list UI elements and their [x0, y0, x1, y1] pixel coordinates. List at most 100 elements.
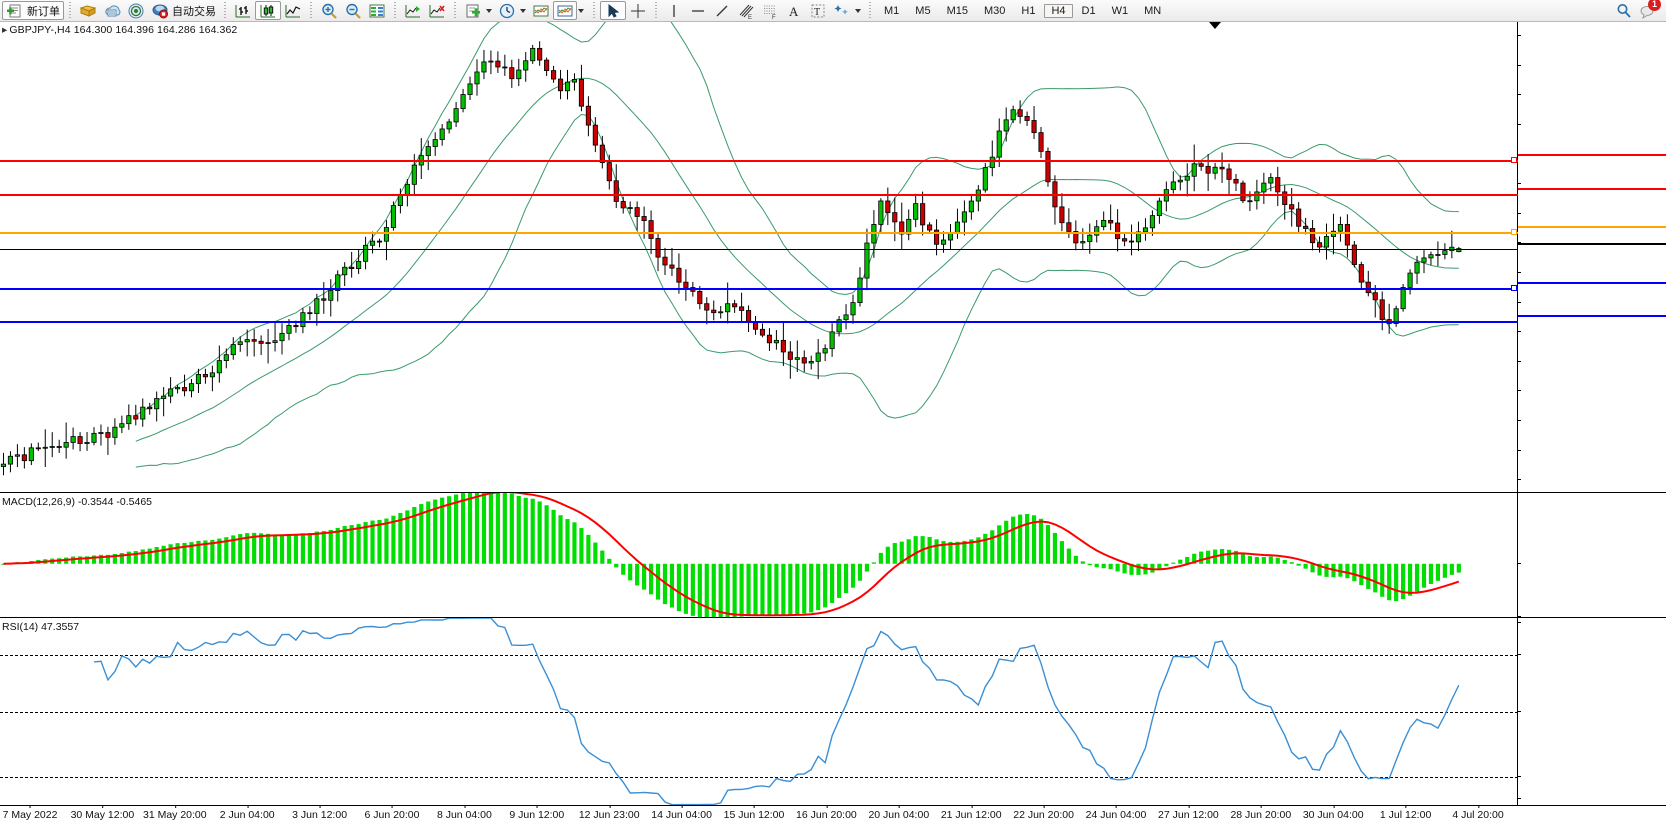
- rsi-plot-area[interactable]: [0, 618, 1518, 805]
- hline-button[interactable]: [686, 1, 710, 21]
- cursor-button[interactable]: [600, 1, 626, 20]
- add-indicator-button[interactable]: [461, 1, 495, 21]
- label-button[interactable]: T: [806, 1, 830, 21]
- rsi-level-80: [0, 655, 1518, 657]
- collapse-arrow-icon[interactable]: ▸: [2, 24, 8, 36]
- new-order-button[interactable]: 新订单: [2, 1, 64, 20]
- objects-button[interactable]: [830, 1, 864, 21]
- autotrading-label: 自动交易: [172, 5, 216, 18]
- macd-axis[interactable]: [1517, 492, 1666, 617]
- vline-icon: [665, 2, 683, 20]
- period-caret-icon[interactable]: [520, 8, 526, 13]
- auto-scroll-icon: [428, 2, 446, 20]
- search-icon: [1615, 2, 1633, 20]
- candlestick-chart-button[interactable]: [255, 1, 281, 20]
- fibonacci-button[interactable]: F: [758, 1, 782, 21]
- time-axis[interactable]: 7 May 2022 30 May 12:00 31 May 20:00 2 Jun …: [0, 805, 1518, 823]
- templates-list-button[interactable]: [553, 1, 577, 20]
- timeframe-m5[interactable]: M5: [915, 4, 931, 17]
- price-level-tag-pivot[interactable]: [1518, 225, 1666, 228]
- toolbar-separator-3: [308, 1, 314, 20]
- price-axis[interactable]: [1511, 22, 1666, 492]
- timeframe-m15[interactable]: M15: [946, 4, 968, 17]
- toolbar-separator: [67, 1, 73, 20]
- crosshair-button[interactable]: [626, 1, 650, 21]
- chart-shift-button[interactable]: [401, 1, 425, 21]
- timeframe-d1[interactable]: D1: [1081, 4, 1096, 17]
- chart-scroll-marker-icon[interactable]: [1209, 22, 1221, 29]
- search-button[interactable]: [1612, 1, 1636, 21]
- toolbar-separator-8: [867, 1, 873, 20]
- main-toolbar: 新订单: [0, 0, 1666, 22]
- zoom-in-button[interactable]: [317, 1, 341, 21]
- price-level-tag-support-1[interactable]: [1518, 282, 1666, 285]
- price-level-tag-support-2[interactable]: [1518, 314, 1666, 317]
- templates-caret-icon[interactable]: [578, 8, 584, 13]
- timeframe-h1[interactable]: H1: [1021, 4, 1036, 17]
- auto-scroll-button[interactable]: [425, 1, 449, 21]
- macd-pane-divider: [0, 492, 1666, 493]
- price-level-line-pivot[interactable]: [0, 231, 1518, 234]
- zoom-out-button[interactable]: [341, 1, 365, 21]
- timeframe-h4[interactable]: H4: [1044, 3, 1073, 18]
- bar-chart-button[interactable]: [231, 1, 255, 21]
- signals-button[interactable]: [124, 1, 148, 21]
- price-level-line-resistance-1[interactable]: [0, 160, 1518, 163]
- symbol-header: ▸ GBPJPY-,H4 164.300 164.396 164.286 164.…: [2, 24, 237, 36]
- symbol-header-text: GBPJPY-,H4 164.300 164.396 164.286 164.3…: [9, 24, 238, 36]
- line-chart-button[interactable]: [281, 1, 305, 21]
- equidistant-channel-button[interactable]: E: [734, 1, 758, 21]
- price-level-line-support-2[interactable]: [0, 320, 1518, 323]
- chart-canvas[interactable]: ▸ GBPJPY-,H4 164.300 164.396 164.286 164.…: [0, 22, 1666, 823]
- timeframe-group: M1 M5 M15 M30 H1 H4 D1 W1 MN: [876, 3, 1169, 18]
- period-button[interactable]: [495, 1, 529, 21]
- trendline-icon: [713, 2, 731, 20]
- timeframe-m1[interactable]: M1: [884, 4, 900, 17]
- price-level-line-support-1[interactable]: [0, 288, 1518, 291]
- trendline-button[interactable]: [710, 1, 734, 21]
- objects-icon: [833, 2, 851, 20]
- time-tick: 21 Jun 12:00: [940, 805, 1002, 821]
- price-level-handle[interactable]: [1511, 157, 1517, 164]
- time-tick: 16 Jun 20:00: [796, 805, 857, 821]
- time-tick: 24 Jun 04:00: [1085, 805, 1147, 821]
- price-level-tag-resistance-1[interactable]: [1518, 154, 1666, 157]
- cursor-icon: [604, 2, 622, 20]
- time-tick: 30 May 12:00: [70, 805, 135, 821]
- time-tick: 30 Jun 04:00: [1302, 805, 1364, 821]
- objects-caret-icon[interactable]: [855, 8, 861, 13]
- rsi-axis[interactable]: [1517, 618, 1666, 805]
- data-folder-button[interactable]: [76, 1, 100, 21]
- time-tick: 4 Jul 20:00: [1452, 805, 1504, 821]
- timeframe-mn[interactable]: MN: [1144, 4, 1162, 17]
- market-watch-button[interactable]: [100, 1, 124, 21]
- price-level-line-resistance-2[interactable]: [0, 193, 1518, 196]
- price-plot-area[interactable]: [0, 22, 1518, 492]
- time-tick: 27 Jun 12:00: [1158, 805, 1219, 821]
- hline-icon: [689, 2, 707, 20]
- templates-button[interactable]: [529, 1, 553, 21]
- price-level-tag-last-price[interactable]: [1518, 242, 1666, 245]
- signals-icon: [127, 2, 145, 20]
- text-icon: A: [785, 2, 803, 20]
- svg-text:T: T: [814, 7, 820, 18]
- data-window-button[interactable]: [365, 1, 389, 21]
- timeframe-m30[interactable]: M30: [983, 4, 1006, 17]
- price-level-handle[interactable]: [1511, 285, 1517, 292]
- macd-label: MACD(12,26,9) -0.3544 -0.5465: [2, 496, 152, 508]
- price-level-handle[interactable]: [1511, 228, 1517, 235]
- timeframe-w1[interactable]: W1: [1111, 4, 1129, 17]
- label-icon: T: [809, 2, 827, 20]
- vline-button[interactable]: [662, 1, 686, 21]
- svg-text:A: A: [789, 4, 799, 19]
- rsi-pane-divider: [0, 617, 1666, 618]
- add-indicator-caret-icon[interactable]: [486, 8, 492, 13]
- price-level-tag-resistance-2[interactable]: [1518, 187, 1666, 190]
- price-level-line-last-price[interactable]: [0, 248, 1518, 250]
- text-button[interactable]: A: [782, 1, 806, 21]
- alerts-button[interactable]: 1: [1636, 0, 1661, 21]
- autotrading-button[interactable]: 自动交易: [148, 1, 219, 21]
- time-tick: 9 Jun 12:00: [509, 805, 565, 821]
- macd-plot-area[interactable]: [0, 493, 1518, 617]
- data-folder-icon: [79, 2, 97, 20]
